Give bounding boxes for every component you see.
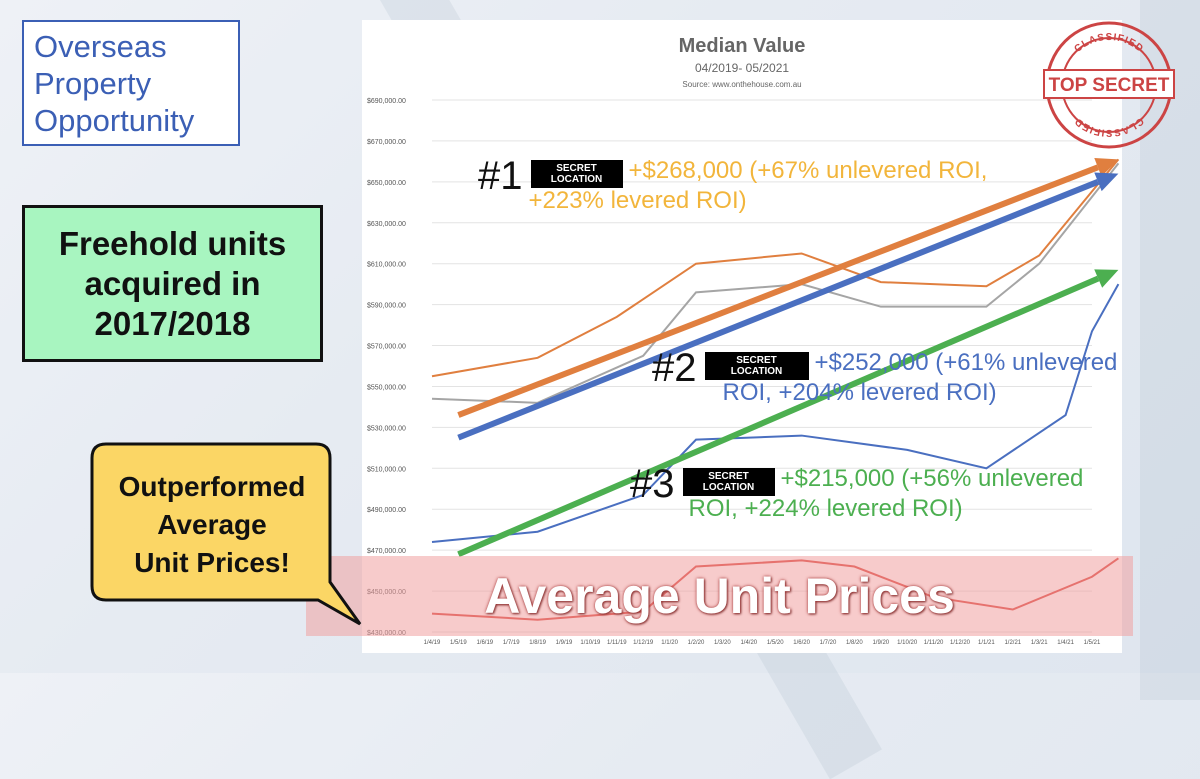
logo-line: Opportunity <box>34 103 195 138</box>
chart-title: Median Value <box>679 35 806 57</box>
band-label: Average Unit Prices <box>484 568 955 624</box>
green-box-line: acquired in <box>84 264 261 302</box>
annotation-3: #3 SECRET LOCATION +$215,000 (+56% unlev… <box>630 464 1083 524</box>
logo: Overseas Property Opportunity <box>22 20 240 146</box>
x-tick-label: 1/7/19 <box>503 640 520 646</box>
x-tick-label: 1/8/20 <box>846 640 863 646</box>
callout-line: Average <box>157 509 267 540</box>
x-tick-label: 1/5/20 <box>767 640 784 646</box>
y-tick-label: $590,000.00 <box>367 303 406 310</box>
series-line-2 <box>431 283 1120 543</box>
x-tick-label: 1/10/19 <box>580 640 601 646</box>
annotation-number: #1 <box>478 154 523 198</box>
annotation-line: ROI, +224% levered ROI) <box>688 495 963 522</box>
trend-arrow-head-0 <box>1094 157 1119 177</box>
stamp-top-secret: TOP SECRET <box>1049 75 1170 96</box>
x-tick-label: 1/4/21 <box>1057 640 1074 646</box>
green-box-line: 2017/2018 <box>94 304 251 342</box>
tag-line: SECRET <box>736 355 777 366</box>
annotation-line: +$252,000 (+61% unlevered <box>814 349 1118 376</box>
y-tick-label: $490,000.00 <box>367 507 406 514</box>
x-tick-label: 1/3/20 <box>714 640 731 646</box>
x-tick-label: 1/1/21 <box>978 640 995 646</box>
top-secret-stamp: CLASSIFIED CLASSIFIED TOP SECRET <box>1043 21 1175 149</box>
green-box-line: Freehold units <box>58 224 287 262</box>
x-tick-label: 1/10/20 <box>897 640 918 646</box>
x-tick-label: 1/5/21 <box>1084 640 1101 646</box>
trend-arrow-shaft-0 <box>457 164 1099 418</box>
x-tick-label: 1/1/20 <box>661 640 678 646</box>
annotation-2: #2 SECRET LOCATION +$252,000 (+61% unlev… <box>652 348 1117 408</box>
series-line-0 <box>431 158 1120 378</box>
y-tick-label: $530,000.00 <box>367 425 406 432</box>
x-tick-label: 1/12/20 <box>950 640 971 646</box>
x-tick-label: 1/2/20 <box>688 640 705 646</box>
callout-line: Outperformed <box>118 471 306 502</box>
x-tick-label: 1/9/20 <box>872 640 889 646</box>
x-tick-label: 1/5/19 <box>450 640 467 646</box>
annotation-number: #3 <box>630 462 675 506</box>
annotation-1: #1 SECRET LOCATION +$268,000 (+67% unlev… <box>478 156 987 216</box>
trend-arrow-head-1 <box>1094 172 1119 192</box>
y-tick-label: $570,000.00 <box>367 344 406 351</box>
logo-line: Property <box>34 66 152 101</box>
x-tick-label: 1/12/19 <box>633 640 654 646</box>
secret-location-tag: SECRET LOCATION <box>704 352 809 380</box>
x-tick-label: 1/8/19 <box>529 640 546 646</box>
stamp-ring-text: CLASSIFIED <box>1072 115 1145 138</box>
tag-line: LOCATION <box>702 482 755 493</box>
x-tick-label: 1/11/19 <box>607 640 627 646</box>
tag-line: LOCATION <box>730 366 783 377</box>
chart-source: Source: www.onthehouse.com.au <box>682 80 801 89</box>
x-tick-label: 1/4/19 <box>424 640 441 646</box>
annotation-line: +$268,000 (+67% unlevered ROI, <box>628 157 988 184</box>
callout-text: Outperformed Average Unit Prices! <box>92 468 332 582</box>
y-tick-label: $550,000.00 <box>367 384 406 391</box>
x-tick-label: 1/3/21 <box>1031 640 1048 646</box>
logo-line: Overseas <box>34 29 167 64</box>
x-tick-label: 1/7/20 <box>820 640 837 646</box>
annotation-line: ROI, +204% levered ROI) <box>722 379 997 406</box>
x-tick-label: 1/4/20 <box>740 640 757 646</box>
trend-arrow-shaft-2 <box>457 275 1100 558</box>
trend-arrow-head-2 <box>1094 269 1119 288</box>
x-tick-label: 1/11/20 <box>924 640 944 646</box>
x-tick-label: 1/6/19 <box>476 640 493 646</box>
trend-arrow-shaft-1 <box>457 179 1100 441</box>
x-tick-label: 1/6/20 <box>793 640 810 646</box>
callout-line: Unit Prices! <box>134 547 290 578</box>
annotation-text: +$215,000 (+56% unlevered ROI, +224% lev… <box>689 464 1084 524</box>
annotation-line: +$215,000 (+56% unlevered <box>780 465 1084 492</box>
y-tick-label: $630,000.00 <box>367 221 406 228</box>
secret-location-tag: SECRET LOCATION <box>530 160 623 188</box>
annotation-text: +$268,000 (+67% unlevered ROI, +223% lev… <box>529 156 988 216</box>
chart-panel: Median Value 04/2019- 05/2021 Source: ww… <box>362 20 1122 653</box>
tag-line: LOCATION <box>550 174 603 185</box>
x-tick-label: 1/9/19 <box>556 640 573 646</box>
freehold-units-box: Freehold units acquired in 2017/2018 <box>22 205 323 362</box>
background-stripe <box>1140 0 1200 700</box>
chart-subtitle: 04/2019- 05/2021 <box>695 61 789 75</box>
annotation-text: +$252,000 (+61% unlevered ROI, +204% lev… <box>723 348 1118 408</box>
y-tick-label: $670,000.00 <box>367 139 406 146</box>
annotation-line: +223% levered ROI) <box>528 187 747 214</box>
tag-line: SECRET <box>708 471 749 482</box>
y-tick-label: $610,000.00 <box>367 262 406 269</box>
secret-location-tag: SECRET LOCATION <box>682 468 775 496</box>
y-tick-label: $510,000.00 <box>367 466 406 473</box>
y-tick-label: $650,000.00 <box>367 180 406 187</box>
average-unit-prices-band <box>306 556 1133 636</box>
x-tick-label: 1/2/21 <box>1004 640 1021 646</box>
tag-line: SECRET <box>556 163 597 174</box>
stamp-ring-text: CLASSIFIED <box>1072 32 1145 55</box>
annotation-number: #2 <box>652 346 697 390</box>
y-tick-label: $470,000.00 <box>367 548 406 555</box>
y-tick-label: $690,000.00 <box>367 98 406 105</box>
